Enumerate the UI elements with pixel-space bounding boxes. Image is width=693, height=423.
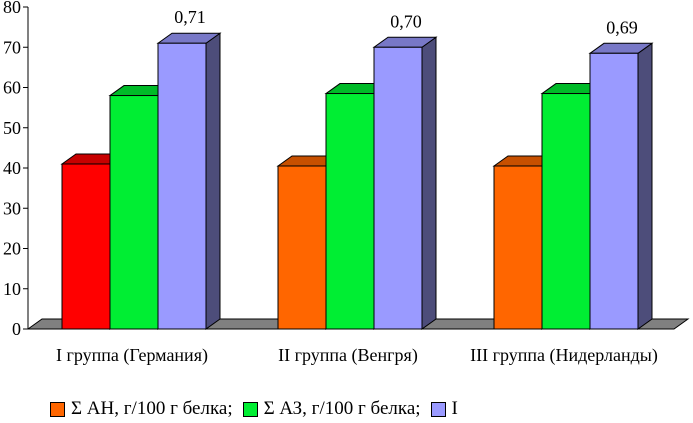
label-layer: 0,71 I группа (Германия) 0,70 II группа (Ве… bbox=[56, 7, 658, 366]
legend-item-az: Σ АЗ, г/100 г белка; bbox=[242, 398, 421, 420]
legend-swatch-an bbox=[50, 401, 65, 417]
legend-label-i: I bbox=[451, 398, 458, 419]
bar-side-3-3 bbox=[637, 42, 653, 330]
axis-layer: 0 10 20 30 40 50 60 70 80 bbox=[3, 0, 29, 339]
bar-front-1-3 bbox=[157, 42, 207, 330]
y-tick-label-0: 0 bbox=[12, 319, 21, 339]
y-tick-label-80: 80 bbox=[3, 0, 21, 17]
legend: Σ АН, г/100 г белка; Σ АЗ, г/100 г белка… bbox=[50, 398, 468, 420]
bar-side-2-3 bbox=[421, 36, 437, 330]
y-tick-label-20: 20 bbox=[3, 239, 21, 259]
legend-swatch-az bbox=[242, 401, 258, 417]
bar-front-3-2 bbox=[541, 93, 591, 330]
bar-front-2-1 bbox=[277, 165, 327, 330]
bar-front-2-3 bbox=[373, 46, 423, 330]
legend-label-az: Σ АЗ, г/100 г белка; bbox=[263, 398, 421, 419]
legend-item-i: I bbox=[430, 398, 458, 420]
legend-label-an: Σ АН, г/100 г белка; bbox=[71, 398, 233, 419]
legend-swatch-i bbox=[430, 401, 446, 417]
bar-layer bbox=[60, 32, 654, 330]
y-tick-label-70: 70 bbox=[3, 37, 21, 57]
data-label-3: 0,69 bbox=[606, 17, 638, 37]
legend-item-an: Σ АН, г/100 г белка; bbox=[50, 398, 233, 420]
bar-front-2-2 bbox=[325, 93, 375, 330]
y-tick-label-10: 10 bbox=[3, 279, 21, 299]
bar-front-3-1 bbox=[493, 165, 543, 330]
y-tick-label-60: 60 bbox=[3, 78, 21, 98]
bar-side-1-3 bbox=[205, 32, 221, 330]
x-tick-label-3: III группа (Нидерланды) bbox=[470, 345, 658, 366]
bar-3-3 bbox=[588, 42, 654, 330]
y-tick-label-40: 40 bbox=[3, 158, 21, 178]
bar-2-3 bbox=[372, 36, 438, 330]
bar-front-1-2 bbox=[109, 95, 159, 330]
data-label-1: 0,71 bbox=[174, 7, 206, 27]
x-tick-label-2: II группа (Венгря) bbox=[278, 345, 418, 366]
data-label-2: 0,70 bbox=[390, 11, 422, 31]
bar-1-3 bbox=[156, 32, 222, 330]
bar-front-1-1 bbox=[61, 163, 111, 330]
y-tick-label-30: 30 bbox=[3, 198, 21, 218]
x-tick-label-1: I группа (Германия) bbox=[56, 345, 208, 366]
y-tick-label-50: 50 bbox=[3, 118, 21, 138]
bar-front-3-3 bbox=[589, 52, 639, 330]
